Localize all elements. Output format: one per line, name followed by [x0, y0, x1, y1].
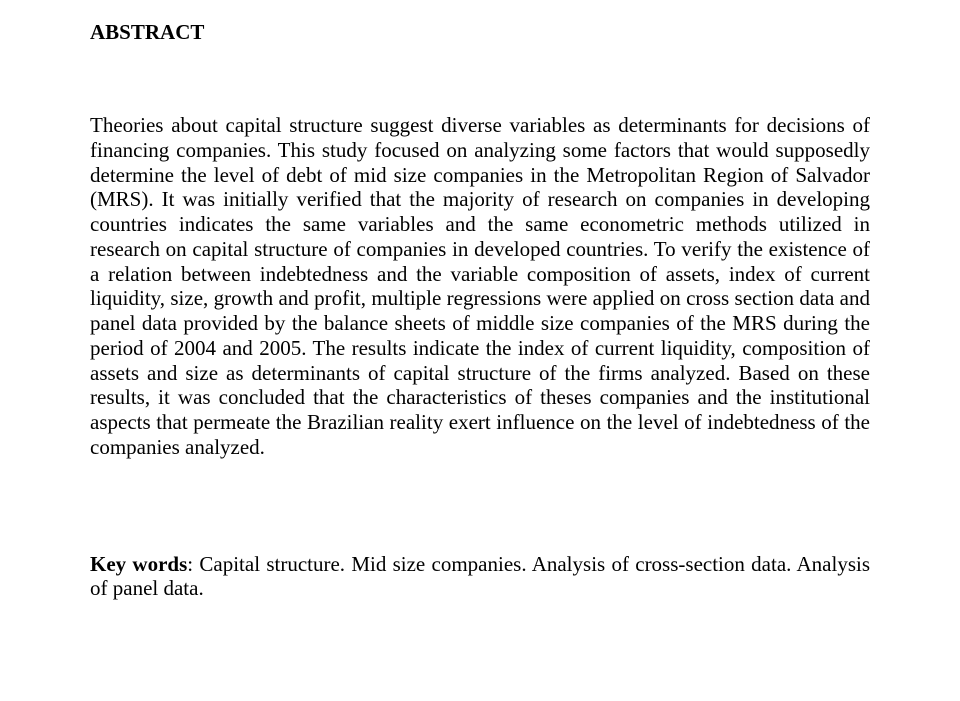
abstract-title: ABSTRACT — [90, 20, 870, 45]
keywords-text: : Capital structure. Mid size companies.… — [90, 552, 870, 601]
abstract-body: Theories about capital structure suggest… — [90, 113, 870, 460]
document-page: ABSTRACT Theories about capital structur… — [0, 0, 960, 621]
keywords-section: Key words: Capital structure. Mid size c… — [90, 552, 870, 602]
keywords-label: Key words — [90, 552, 187, 576]
